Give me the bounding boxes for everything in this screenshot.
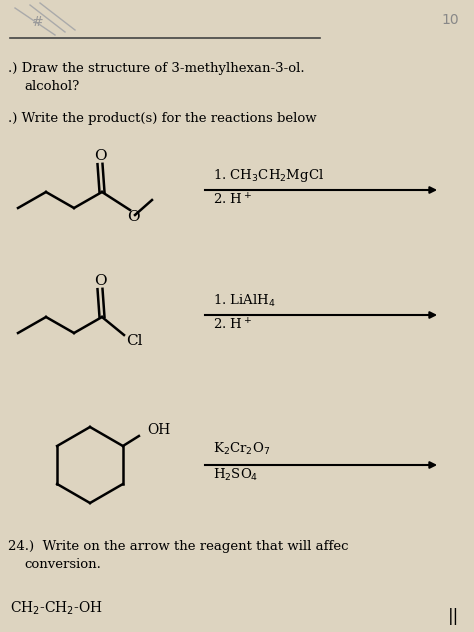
- Text: .) Draw the structure of 3-methylhexan-3-ol.: .) Draw the structure of 3-methylhexan-3…: [8, 62, 305, 75]
- Text: 1. CH$_3$CH$_2$MgCl: 1. CH$_3$CH$_2$MgCl: [213, 167, 324, 185]
- Text: .) Write the product(s) for the reactions below: .) Write the product(s) for the reaction…: [8, 112, 317, 125]
- Text: K$_2$Cr$_2$O$_7$: K$_2$Cr$_2$O$_7$: [213, 441, 270, 457]
- Text: O: O: [94, 274, 106, 288]
- Text: alcohol?: alcohol?: [24, 80, 79, 93]
- Text: H$_2$SO$_4$: H$_2$SO$_4$: [213, 467, 258, 483]
- Text: 2. H$^+$: 2. H$^+$: [213, 192, 252, 208]
- Text: conversion.: conversion.: [24, 558, 101, 571]
- Text: #: #: [32, 15, 44, 29]
- Text: 24.)  Write on the arrow the reagent that will affec: 24.) Write on the arrow the reagent that…: [8, 540, 348, 553]
- Text: 2. H$^+$: 2. H$^+$: [213, 317, 252, 332]
- Text: 10: 10: [441, 13, 459, 27]
- Text: Cl: Cl: [126, 334, 143, 348]
- Text: O: O: [94, 149, 106, 163]
- Text: O: O: [127, 210, 139, 224]
- Text: 1. LiAlH$_4$: 1. LiAlH$_4$: [213, 293, 276, 309]
- Text: ||: ||: [448, 608, 459, 625]
- Text: CH$_2$-CH$_2$-OH: CH$_2$-CH$_2$-OH: [10, 600, 103, 617]
- Text: OH: OH: [147, 423, 170, 437]
